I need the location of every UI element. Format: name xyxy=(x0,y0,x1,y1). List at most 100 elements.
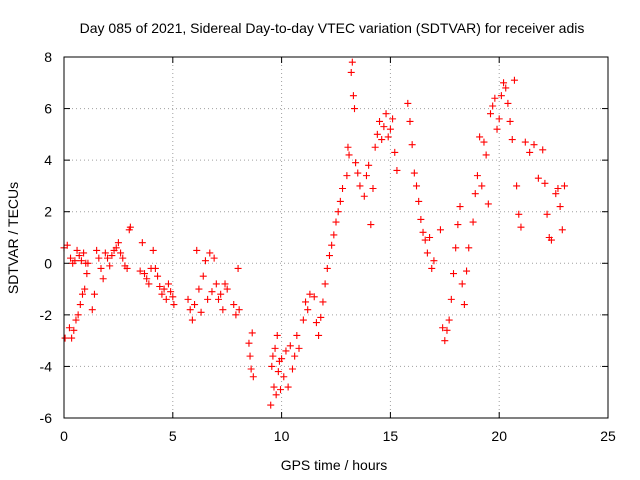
grid-lines xyxy=(64,57,608,418)
x-tick-label: 0 xyxy=(60,428,68,444)
y-tick-label: 4 xyxy=(44,152,52,168)
data-point xyxy=(267,401,275,409)
y-axis-label: SDTVAR / TECUs xyxy=(5,182,21,294)
data-point xyxy=(504,99,512,107)
data-point xyxy=(68,334,76,342)
data-point xyxy=(456,203,464,211)
data-point xyxy=(108,252,116,260)
data-point xyxy=(558,226,566,234)
data-point xyxy=(430,257,438,265)
data-point xyxy=(126,223,134,231)
data-point xyxy=(347,68,355,76)
data-point xyxy=(204,295,212,303)
data-point xyxy=(484,200,492,208)
data-point xyxy=(552,190,560,198)
data-point xyxy=(315,331,323,339)
y-tick-label: -4 xyxy=(40,358,53,374)
data-point xyxy=(293,331,301,339)
data-point xyxy=(81,285,89,293)
data-point xyxy=(386,125,394,133)
data-point xyxy=(156,282,164,290)
data-point xyxy=(371,143,379,151)
data-point xyxy=(101,249,109,257)
data-point xyxy=(352,159,360,167)
data-point xyxy=(223,285,231,293)
data-point xyxy=(193,246,201,254)
data-point xyxy=(510,76,518,84)
y-tick-label: 8 xyxy=(44,49,52,65)
data-point xyxy=(345,151,353,159)
data-point xyxy=(415,197,423,205)
data-point xyxy=(214,295,222,303)
data-point xyxy=(404,99,412,107)
data-point xyxy=(212,280,220,288)
data-point xyxy=(230,301,238,309)
data-point xyxy=(447,295,455,303)
data-point xyxy=(138,239,146,247)
data-point xyxy=(295,344,303,352)
data-point xyxy=(310,293,318,301)
data-point xyxy=(286,342,294,350)
data-point xyxy=(245,339,253,347)
data-point xyxy=(99,275,107,283)
data-point xyxy=(541,179,549,187)
y-tick-label: -2 xyxy=(40,307,53,323)
data-point xyxy=(480,138,488,146)
data-point xyxy=(158,290,166,298)
data-point xyxy=(291,352,299,360)
data-points xyxy=(60,58,568,409)
data-point xyxy=(210,254,218,262)
data-point xyxy=(406,117,414,125)
data-point xyxy=(123,264,131,272)
data-point xyxy=(95,254,103,262)
data-point xyxy=(384,133,392,141)
data-point xyxy=(417,215,425,223)
data-point xyxy=(206,249,214,257)
data-point xyxy=(77,257,85,265)
data-point xyxy=(284,383,292,391)
data-point xyxy=(299,316,307,324)
data-point xyxy=(554,185,562,193)
data-point xyxy=(423,249,431,257)
data-point xyxy=(500,79,508,87)
data-point xyxy=(321,280,329,288)
data-point xyxy=(78,290,86,298)
data-point xyxy=(354,169,362,177)
data-point xyxy=(530,141,538,149)
data-point xyxy=(306,290,314,298)
data-point xyxy=(502,84,510,92)
data-point xyxy=(141,270,149,278)
data-point xyxy=(164,280,172,288)
data-point xyxy=(380,123,388,131)
data-point xyxy=(282,347,290,355)
data-point xyxy=(221,280,229,288)
data-point xyxy=(249,373,257,381)
data-point xyxy=(106,262,114,270)
data-point xyxy=(61,334,69,342)
data-point xyxy=(151,264,159,272)
data-point xyxy=(319,298,327,306)
data-point xyxy=(367,221,375,229)
data-point xyxy=(473,172,481,180)
data-point xyxy=(439,324,447,332)
data-point xyxy=(365,161,373,169)
data-point xyxy=(312,319,320,327)
data-point xyxy=(160,285,168,293)
data-point xyxy=(208,288,216,296)
data-point xyxy=(271,344,279,352)
y-tick-label: 0 xyxy=(44,255,52,271)
data-point xyxy=(119,254,127,262)
data-point xyxy=(445,316,453,324)
data-point xyxy=(421,236,429,244)
data-point xyxy=(508,136,516,144)
data-point xyxy=(393,166,401,174)
data-point xyxy=(76,301,84,309)
data-point xyxy=(493,125,501,133)
x-tick-label: 5 xyxy=(169,428,177,444)
data-point xyxy=(93,246,101,254)
data-point xyxy=(88,306,96,314)
data-point xyxy=(70,326,78,334)
data-point xyxy=(539,146,547,154)
x-tick-label: 10 xyxy=(274,428,290,444)
data-point xyxy=(145,280,153,288)
